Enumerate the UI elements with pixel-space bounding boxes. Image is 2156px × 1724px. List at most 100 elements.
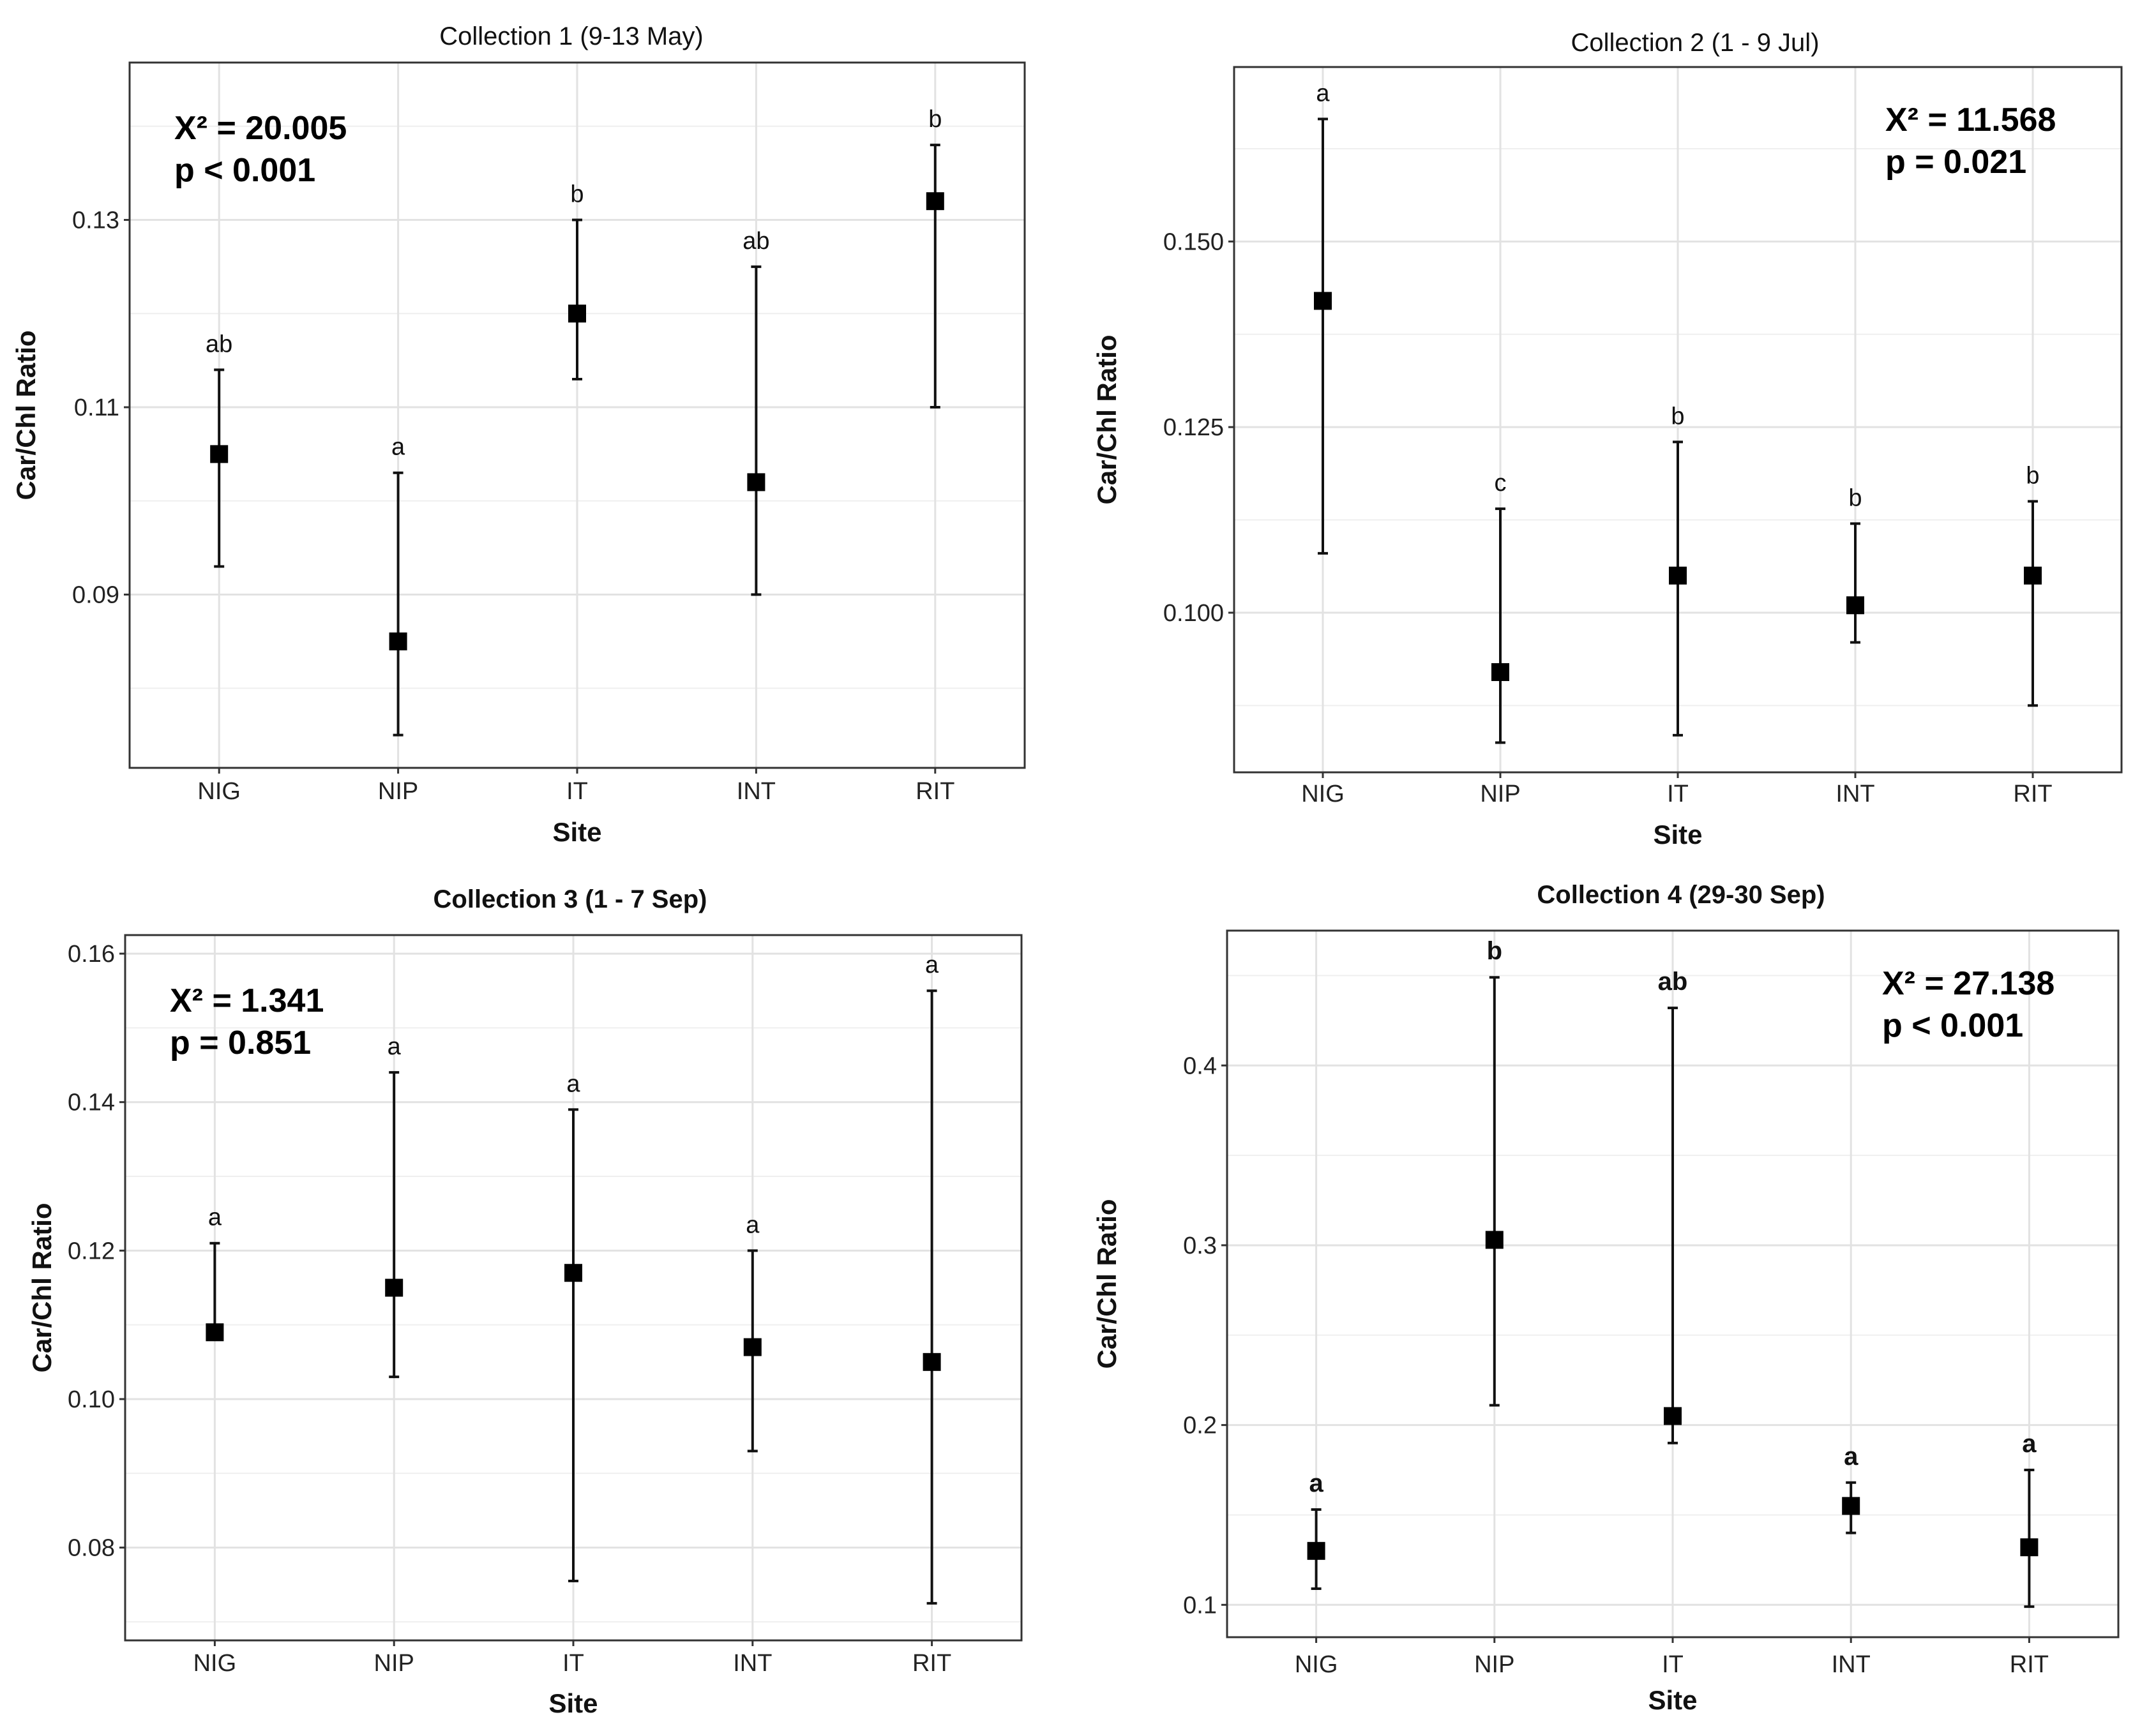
x-tick-label: NIG (1295, 1651, 1338, 1678)
panel-title: Collection 2 (1 - 9 Jul) (1571, 29, 1819, 57)
x-axis-label: Site (1653, 820, 1702, 850)
significance-letter: a (2022, 1430, 2037, 1458)
x-tick-label: NIG (193, 1650, 237, 1677)
y-tick-label: 0.13 (72, 207, 119, 234)
significance-letter: a (208, 1204, 222, 1231)
y-tick-label: 0.14 (68, 1090, 115, 1116)
significance-letter: a (391, 434, 405, 461)
stat-p-value: p = 0.021 (1885, 144, 2026, 181)
data-point (1664, 1407, 1682, 1425)
data-point (564, 1264, 582, 1282)
significance-letter: a (1316, 80, 1330, 107)
stat-chi-square: X² = 27.138 (1882, 965, 2054, 1002)
x-tick-label: IT (562, 1650, 584, 1677)
y-axis-label: Car/Chl Ratio (1092, 334, 1122, 504)
x-tick-label: NIP (378, 778, 418, 805)
significance-letter: b (928, 106, 942, 133)
significance-letter: ab (743, 228, 769, 255)
x-tick-label: NIG (1301, 781, 1345, 807)
x-tick-label: RIT (916, 778, 954, 805)
y-axis-label: Car/Chl Ratio (11, 330, 41, 500)
x-tick-label: RIT (2010, 1651, 2049, 1678)
panel-2: 0.100 0.125 0.150 NIG NIP IT INT RIT a c b b b Collec… (1092, 29, 2123, 850)
y-tick-label: 0.12 (68, 1238, 115, 1264)
y-tick-label: 0.09 (72, 582, 119, 609)
y-axis-label: Car/Chl Ratio (1092, 1199, 1122, 1368)
data-point (1314, 292, 1332, 310)
x-tick-label: RIT (2013, 781, 2052, 807)
x-tick-label: RIT (912, 1650, 951, 1677)
data-point (1846, 596, 1864, 615)
y-tick-label: 0.2 (1183, 1413, 1217, 1439)
significance-letter: a (1309, 1469, 1323, 1497)
y-tick-label: 0.16 (68, 941, 115, 968)
data-point (926, 192, 944, 211)
x-tick-label: INT (1836, 781, 1874, 807)
significance-letter: b (1487, 937, 1502, 965)
y-axis-label: Car/Chl Ratio (27, 1203, 57, 1372)
significance-letter: ab (1658, 968, 1688, 996)
data-point (1669, 566, 1687, 585)
significance-letter: b (1848, 484, 1862, 511)
x-tick-label: IT (1667, 781, 1689, 807)
data-point (385, 1278, 403, 1297)
x-tick-label: IT (566, 778, 588, 805)
data-point (743, 1338, 762, 1356)
significance-letter: a (746, 1211, 760, 1238)
x-tick-label: NIP (374, 1650, 414, 1677)
significance-letter: a (388, 1033, 402, 1060)
panel-3: 0.08 0.10 0.12 0.14 0.16 NIG NIP IT INT RIT a a a a a C… (27, 885, 1023, 1718)
stat-p-value: p < 0.001 (174, 152, 315, 189)
data-point (1307, 1541, 1325, 1560)
significance-letter: b (570, 181, 584, 208)
x-tick-label: NIP (1474, 1651, 1514, 1678)
y-tick-label: 0.4 (1183, 1053, 1217, 1079)
stat-chi-square: X² = 11.568 (1885, 101, 2056, 139)
significance-letter: b (2026, 462, 2039, 489)
y-tick-label: 0.08 (68, 1535, 115, 1562)
y-tick-label: 0.10 (68, 1386, 115, 1413)
data-point (210, 445, 229, 463)
stat-chi-square: X² = 1.341 (170, 982, 324, 1019)
x-axis-label: Site (548, 1688, 598, 1718)
y-tick-label: 0.150 (1163, 229, 1224, 255)
panel-title: Collection 1 (9-13 May) (439, 22, 704, 50)
data-point (568, 304, 586, 323)
data-point (206, 1323, 224, 1342)
stat-p-value: p < 0.001 (1882, 1007, 2023, 1044)
stat-chi-square: X² = 20.005 (174, 110, 347, 147)
x-tick-label: INT (737, 778, 776, 805)
significance-letter: b (1671, 403, 1684, 430)
x-axis-label: Site (552, 817, 601, 847)
x-tick-label: NIP (1480, 781, 1520, 807)
y-tick-label: 0.125 (1163, 414, 1224, 441)
data-point (923, 1353, 941, 1371)
significance-letter: c (1495, 470, 1507, 497)
x-tick-label: IT (1662, 1651, 1684, 1678)
significance-letter: a (925, 952, 939, 978)
data-point (389, 632, 407, 650)
y-tick-label: 0.3 (1183, 1233, 1217, 1259)
data-point (2024, 566, 2042, 585)
significance-letter: ab (206, 331, 232, 357)
data-point (1485, 1231, 1504, 1249)
significance-letter: a (566, 1070, 580, 1097)
data-point (747, 473, 765, 491)
stat-p-value: p = 0.851 (170, 1024, 311, 1061)
x-axis-label: Site (1648, 1685, 1697, 1715)
x-tick-label: INT (1832, 1651, 1871, 1678)
x-tick-label: INT (733, 1650, 772, 1677)
panel-title: Collection 3 (1 - 7 Sep) (433, 885, 707, 913)
y-tick-label: 0.1 (1183, 1592, 1217, 1619)
data-point (1842, 1497, 1860, 1515)
y-tick-label: 0.100 (1163, 600, 1224, 627)
data-point (2020, 1538, 2039, 1557)
panel-title: Collection 4 (29-30 Sep) (1537, 881, 1825, 909)
significance-letter: a (1844, 1443, 1858, 1471)
x-tick-label: NIG (197, 778, 241, 805)
data-point (1491, 663, 1509, 681)
y-tick-label: 0.11 (74, 394, 119, 421)
